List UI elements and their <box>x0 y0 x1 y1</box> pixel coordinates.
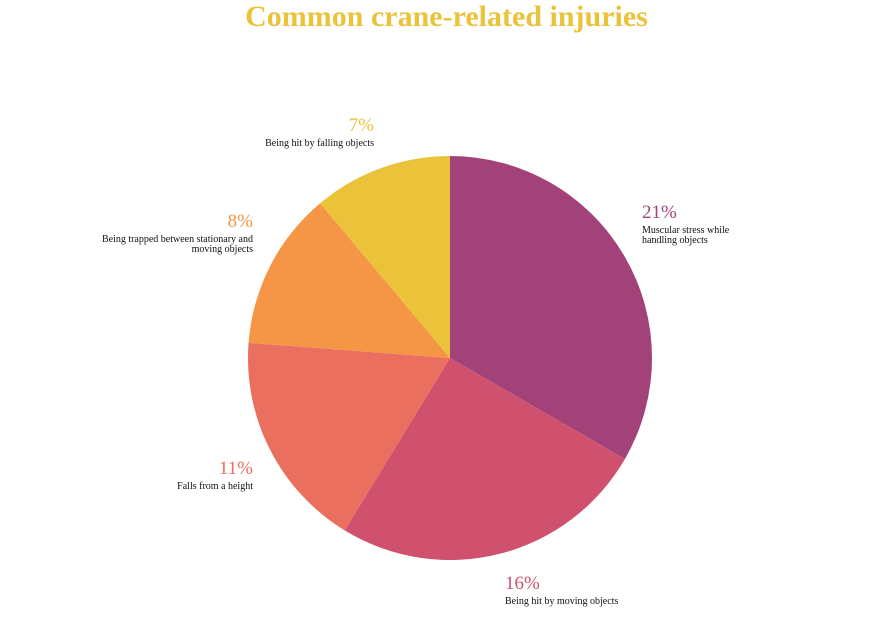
slice-category-label-line: Muscular stress while <box>642 225 730 236</box>
slice-category-label-line: moving objects <box>192 244 253 255</box>
pie-labels: 21%Muscular stress while handling objects… <box>102 115 730 607</box>
slice-category-label: Being trapped between stationary and movi… <box>102 234 253 255</box>
slice-category-label: Muscular stress while handling objects <box>642 225 730 246</box>
slice-value-label: 21% <box>642 202 677 223</box>
slice-value-label: 8% <box>228 211 254 232</box>
pie-slice-being-hit-by-moving-objects <box>344 358 625 560</box>
slice-category-label: Being hit by moving objects <box>505 596 618 607</box>
pie-slices <box>247 156 653 560</box>
slice-category-label-line: Being trapped between stationary and <box>102 234 253 245</box>
slice-category-label: Being hit by falling objects <box>265 138 374 149</box>
slice-category-label-line: handling objects <box>642 235 708 246</box>
pie-slice-being-trapped-between-stationary-and-moving-objects <box>248 203 450 358</box>
slice-value-label: 7% <box>349 115 375 136</box>
pie-slice-muscular-stress-while-handling-objects <box>450 156 653 459</box>
chart-title: Common crane-related injuries <box>245 0 648 33</box>
slice-value-label: 16% <box>505 573 540 594</box>
slice-category-label-line: Being hit by moving objects <box>505 596 618 607</box>
slice-category-label-line: Falls from a height <box>177 481 253 492</box>
pie-slice-being-hit-by-falling-objects <box>320 156 450 358</box>
slice-category-label: Falls from a height <box>177 481 253 492</box>
slice-category-label-line: Being hit by falling objects <box>265 138 374 149</box>
pie-slice-falls-from-a-height <box>247 342 450 531</box>
slice-value-label: 11% <box>219 458 253 479</box>
